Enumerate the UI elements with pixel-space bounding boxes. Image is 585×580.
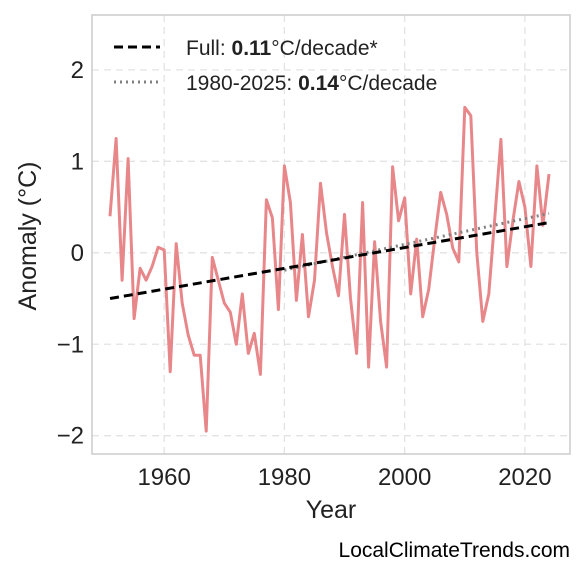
anomaly-series-line [108, 105, 551, 433]
legend-recent-rate: 0.14 [298, 72, 339, 95]
y-tick-label: −1 [57, 331, 84, 358]
legend-recent-prefix: 1980-2025: [186, 72, 298, 95]
legend-full-prefix: Full: [186, 37, 232, 60]
plot-frame [91, 14, 571, 455]
tick-labels: 1960 1980 2000 2020 −2 −1 0 1 2 [57, 57, 552, 491]
legend-recent-label: 1980-2025: 0.14°C/decade [186, 72, 437, 95]
trend-line-full [109, 221, 550, 300]
site-credit: LocalClimateTrends.com [338, 539, 570, 562]
x-axis-title: Year [306, 496, 357, 524]
y-tick-label: 0 [71, 240, 84, 267]
legend-recent-suffix: °C/decade [339, 72, 437, 95]
x-tick-label: 2020 [498, 464, 551, 491]
legend: Full: 0.11°C/decade* 1980-2025: 0.14°C/d… [114, 37, 437, 95]
x-tick-label: 1980 [258, 464, 311, 491]
y-axis-title: Anomaly (°C) [14, 162, 42, 311]
legend-full-rate: 0.11 [232, 37, 272, 60]
grid [92, 15, 570, 454]
y-tick-label: −2 [57, 423, 84, 450]
x-tick-label: 1960 [137, 464, 190, 491]
y-tick-label: 1 [71, 148, 84, 175]
x-tick-label: 2000 [378, 464, 431, 491]
y-tick-label: 2 [71, 57, 84, 84]
legend-full-label: Full: 0.11°C/decade* [186, 37, 378, 60]
legend-full-suffix: °C/decade* [271, 37, 377, 60]
